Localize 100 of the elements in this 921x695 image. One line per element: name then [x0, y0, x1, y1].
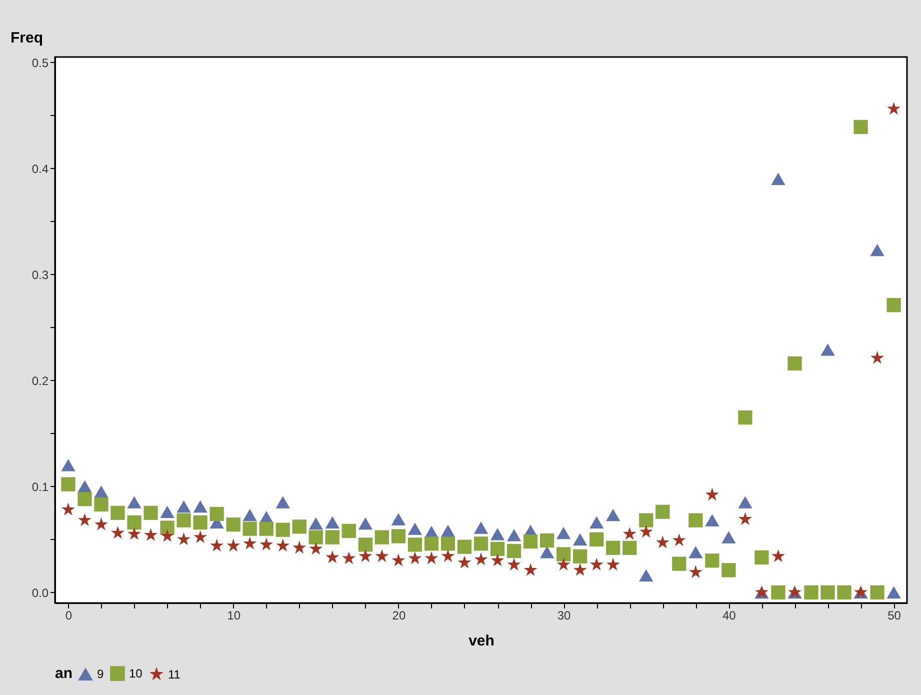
point	[259, 522, 274, 536]
point	[639, 513, 654, 528]
point	[870, 244, 884, 256]
x-tick-label: 30	[557, 608, 572, 622]
point	[870, 585, 884, 600]
point	[738, 410, 752, 425]
x-tick-label: 40	[722, 608, 736, 622]
point	[672, 556, 686, 571]
point	[804, 585, 818, 600]
legend-label: 11	[168, 667, 181, 682]
point	[61, 502, 75, 516]
point	[854, 120, 868, 134]
point	[78, 480, 92, 493]
y-tick-label: 0.3	[32, 268, 49, 282]
y-tick-label: 0.0	[32, 586, 49, 600]
point	[440, 524, 456, 538]
point	[226, 517, 240, 532]
point	[194, 530, 208, 543]
point	[886, 298, 901, 312]
x-tick-label: 50	[888, 608, 902, 622]
point	[276, 522, 290, 537]
x-axis-title: veh	[468, 632, 494, 650]
point	[771, 549, 785, 562]
point	[193, 515, 208, 530]
point	[688, 565, 702, 578]
point	[722, 531, 736, 544]
point	[242, 508, 257, 522]
point	[292, 540, 306, 554]
point	[260, 538, 274, 550]
point	[474, 552, 488, 566]
point	[688, 513, 703, 528]
point	[738, 496, 752, 508]
point	[887, 102, 901, 115]
y-tick-label: 0.4	[32, 162, 49, 176]
point	[606, 508, 620, 522]
point	[639, 524, 653, 538]
point	[144, 528, 158, 541]
point	[606, 540, 620, 555]
point	[144, 506, 158, 520]
point	[177, 532, 191, 546]
point	[507, 558, 521, 571]
point	[771, 585, 786, 600]
point	[342, 524, 356, 538]
x-tick-label: 10	[227, 608, 241, 622]
point	[210, 506, 224, 522]
point	[358, 517, 372, 530]
y-tick-label: 0.5	[32, 56, 49, 70]
point	[540, 533, 554, 548]
x-tick-label: 20	[392, 608, 406, 622]
point	[474, 536, 488, 551]
legend-title: an	[55, 665, 73, 682]
point	[308, 517, 323, 530]
point	[78, 492, 92, 506]
point	[622, 540, 637, 555]
legend-label: 10	[129, 666, 143, 681]
point	[358, 549, 372, 562]
point	[672, 533, 686, 546]
point	[523, 534, 538, 549]
point	[110, 506, 125, 520]
point	[210, 538, 224, 552]
point	[524, 563, 538, 576]
point	[590, 532, 604, 546]
point	[226, 538, 240, 552]
point	[326, 550, 340, 564]
point	[688, 546, 703, 558]
point	[308, 530, 323, 544]
point	[556, 526, 571, 540]
point	[590, 516, 604, 529]
point	[788, 356, 802, 370]
point	[490, 528, 505, 540]
point	[886, 586, 901, 599]
point	[375, 549, 389, 562]
point	[573, 549, 588, 564]
point	[61, 459, 76, 472]
point	[556, 558, 570, 571]
point	[392, 554, 406, 566]
point	[771, 172, 786, 186]
point	[705, 488, 719, 501]
point	[424, 536, 439, 551]
point	[127, 515, 142, 530]
point	[458, 556, 472, 568]
point	[193, 500, 208, 513]
point	[408, 538, 422, 552]
x-tick-label: 0	[65, 608, 72, 622]
point	[391, 529, 406, 544]
point	[506, 544, 522, 558]
point	[440, 536, 456, 551]
point	[705, 554, 720, 568]
point	[837, 585, 852, 600]
point	[490, 542, 505, 556]
point	[391, 513, 406, 526]
point	[292, 520, 306, 534]
point	[573, 563, 587, 576]
point	[441, 549, 455, 562]
y-axis-title: Freq	[10, 30, 44, 46]
point	[342, 551, 356, 564]
point	[506, 529, 522, 542]
point	[78, 513, 92, 526]
point	[820, 585, 835, 600]
point	[61, 477, 76, 492]
